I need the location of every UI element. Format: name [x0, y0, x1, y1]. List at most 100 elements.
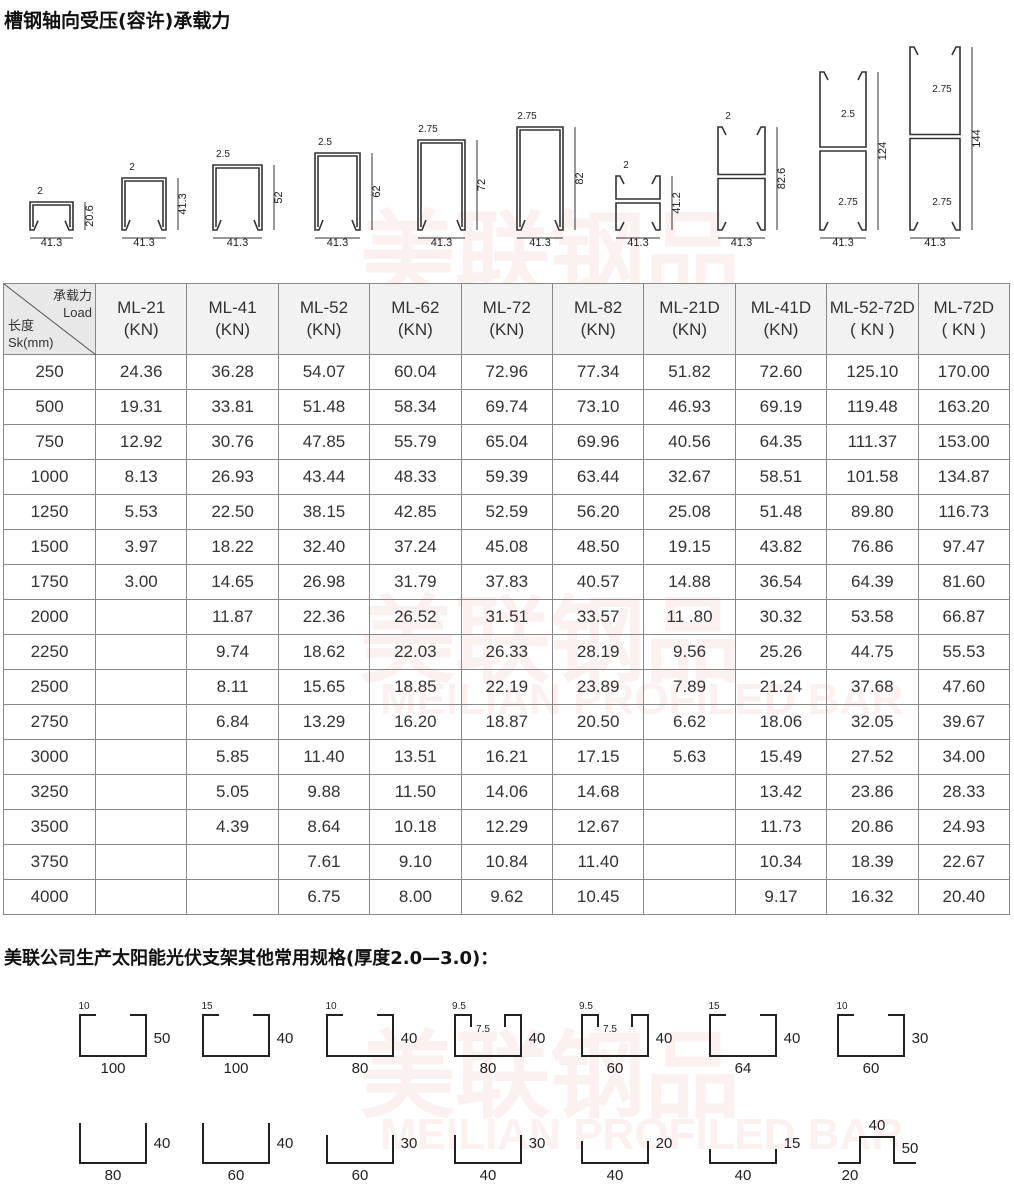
load-cell: 26.52 — [369, 599, 462, 635]
load-cell: 11.40 — [277, 739, 371, 775]
load-cell: 13.29 — [277, 704, 371, 740]
table-row: 3250 5.05 9.88 11.50 14.06 14.68 13.42 23.86 28.… — [3, 774, 1011, 810]
width-dimension: 60 — [228, 1167, 245, 1184]
load-cell: 22.67 — [917, 844, 1011, 880]
load-cell: 40.57 — [551, 564, 645, 600]
load-cell: 10.34 — [734, 844, 828, 880]
height-dimension: 40 — [784, 1030, 801, 1047]
load-cell: 51.82 — [643, 354, 736, 390]
width-dimension: 40 — [735, 1167, 752, 1184]
profile-ml-52: 41.3 52 2.5 — [212, 149, 285, 249]
load-cell: 7.89 — [643, 669, 736, 705]
height-dimension: 50 — [154, 1030, 171, 1047]
load-cell: 11.50 — [369, 774, 462, 810]
load-cell: 153.00 — [917, 424, 1011, 460]
load-cell: 111.37 — [826, 424, 919, 460]
load-cell — [94, 704, 188, 740]
column-unit: (KN) — [215, 320, 251, 339]
spec-profile: 40 50 20 — [838, 1117, 918, 1184]
thickness-dimension: 2.5 — [841, 109, 855, 120]
width-dimension: 80 — [105, 1167, 122, 1184]
load-cell: 116.73 — [917, 494, 1011, 530]
table-row: 1250 5.53 22.50 38.15 42.85 52.59 56.20 25.08 51… — [3, 494, 1011, 530]
length-cell: 3250 — [3, 774, 96, 810]
thickness-dimension: 2.75 — [517, 111, 537, 122]
load-cell: 18.22 — [186, 529, 279, 565]
load-cell — [643, 809, 736, 845]
watermark-cn: 美联钢品 — [360, 1024, 741, 1130]
thickness-dimension: 2.75 — [838, 197, 858, 208]
spec-profile: 7.5 9.5 40 80 — [452, 1001, 545, 1077]
profile-ml-21: 41.3 20.6 2 — [29, 186, 96, 249]
profile-ml-41d: 41.3 82.6 2 — [717, 111, 788, 249]
load-cell: 89.80 — [826, 494, 919, 530]
column-unit: (KN) — [672, 320, 708, 339]
load-cell: 24.36 — [94, 354, 188, 390]
height-dimension: 40 — [401, 1030, 418, 1047]
spec-profile: 40 60 — [202, 1123, 293, 1184]
table-row: 1500 3.97 18.22 32.40 37.24 45.08 48.50 19.15 43… — [3, 529, 1011, 565]
load-cell: 10.84 — [460, 844, 553, 880]
load-cell: 32.05 — [826, 704, 919, 740]
load-cell: 48.50 — [551, 529, 645, 565]
column-unit: ( KN ) — [941, 320, 986, 339]
load-cell: 55.53 — [917, 634, 1011, 670]
load-cell: 44.75 — [826, 634, 919, 670]
load-cell: 27.52 — [826, 739, 919, 775]
load-cell: 8.11 — [186, 669, 279, 705]
load-cell: 11.87 — [186, 599, 279, 635]
width-dimension: 80 — [352, 1060, 369, 1077]
width-dimension: 41.3 — [133, 237, 154, 249]
load-cell: 5.63 — [643, 739, 736, 775]
height-dimension: 124 — [877, 142, 889, 160]
load-cell: 17.15 — [551, 739, 645, 775]
thickness-dimension: 2.75 — [418, 124, 438, 135]
load-cell: 36.28 — [186, 354, 279, 390]
length-cell: 1500 — [3, 529, 96, 565]
profile-ml-82: 41.3 82 2.75 — [516, 111, 586, 249]
column-unit: ( KN ) — [850, 320, 895, 339]
load-cell: 20.86 — [826, 809, 919, 845]
height-dimension: 62 — [371, 185, 383, 197]
load-cell: 69.74 — [460, 389, 553, 425]
load-cell: 16.32 — [826, 879, 919, 915]
load-cell — [643, 879, 736, 915]
load-cell: 31.79 — [369, 564, 462, 600]
load-cell: 30.76 — [186, 424, 279, 460]
height-dimension: 15 — [784, 1135, 801, 1152]
load-cell — [94, 669, 188, 705]
spec-profile: 10 40 80 — [325, 1001, 417, 1077]
height-dimension: 41.2 — [671, 192, 683, 213]
load-cell: 56.20 — [551, 494, 645, 530]
load-cell: 18.39 — [826, 844, 919, 880]
load-cell: 7.61 — [277, 844, 371, 880]
load-cell: 42.85 — [369, 494, 462, 530]
load-cell: 19.15 — [643, 529, 736, 565]
width-dimension: 41.3 — [431, 237, 452, 249]
load-cell: 9.56 — [643, 634, 736, 670]
table-row: 2000 11.87 22.36 26.52 31.51 33.57 11 .80 30.32… — [3, 599, 1011, 635]
height-dimension: 82 — [574, 172, 586, 184]
spec-profile: 40 80 — [79, 1123, 170, 1184]
width-dimension: 64 — [735, 1060, 752, 1077]
column-unit: (KN) — [763, 320, 799, 339]
height-dimension: 50 — [902, 1140, 919, 1157]
load-cell: 81.60 — [917, 564, 1011, 600]
spec-profile: 10 50 100 — [78, 1001, 170, 1077]
width-dimension: 40 — [480, 1167, 497, 1184]
column-name: ML-72 — [482, 298, 531, 317]
load-cell: 53.58 — [826, 599, 919, 635]
load-cell: 15.49 — [734, 739, 828, 775]
watermark-en: MEILIAN PROFILED BAR — [380, 1110, 904, 1159]
lip-dimension: 15 — [708, 1001, 720, 1012]
load-cell: 47.60 — [917, 669, 1011, 705]
load-cell: 69.19 — [734, 389, 828, 425]
spec-profile: 30 40 — [454, 1135, 545, 1184]
width-dimension: 41.3 — [627, 237, 648, 249]
length-cell: 250 — [3, 354, 96, 390]
load-cell: 77.34 — [551, 354, 645, 390]
table-row: 3500 4.39 8.64 10.18 12.29 12.67 11.73 20.86 24.… — [3, 809, 1011, 845]
table-row: 4000 6.75 8.00 9.62 10.45 9.17 16.32 20.40 — [3, 879, 1011, 915]
load-cell: 119.48 — [826, 389, 919, 425]
